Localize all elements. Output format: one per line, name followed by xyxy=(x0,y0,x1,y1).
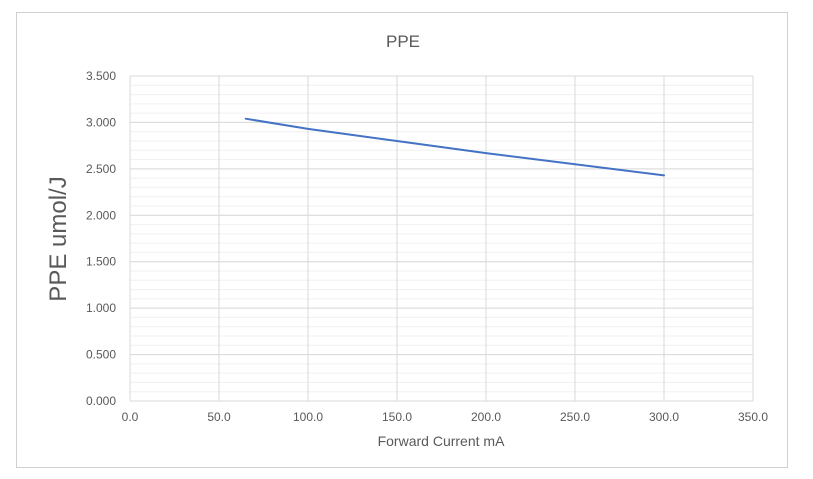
y-axis-label: PPE umol/J xyxy=(45,176,72,301)
y-tick-label: 0.000 xyxy=(86,394,116,408)
major-gridlines xyxy=(129,75,754,402)
x-tick-label: 100.0 xyxy=(293,410,323,424)
x-tick-labels: 0.0 50.0 100.0 150.0 200.0 250.0 300.0 350.0 xyxy=(122,410,769,424)
minor-gridlines xyxy=(130,75,753,402)
x-tick-label: 200.0 xyxy=(471,410,501,424)
x-tick-label: 250.0 xyxy=(560,410,590,424)
x-tick-label: 50.0 xyxy=(207,410,231,424)
x-tick-label: 150.0 xyxy=(382,410,412,424)
y-tick-label: 1.000 xyxy=(86,301,116,315)
y-tick-label: 2.500 xyxy=(86,162,116,176)
series-line xyxy=(244,117,665,177)
y-tick-label: 3.500 xyxy=(86,69,116,83)
x-axis-label: Forward Current mA xyxy=(378,433,505,449)
x-tick-label: 350.0 xyxy=(738,410,768,424)
x-tick-label: 300.0 xyxy=(649,410,679,424)
y-tick-labels: 0.000 0.500 1.000 1.500 2.000 2.500 3.000 3.500 xyxy=(86,69,116,408)
y-tick-label: 1.500 xyxy=(86,255,116,269)
y-tick-label: 2.000 xyxy=(86,208,116,222)
series-layer xyxy=(244,117,665,177)
chart-title: PPE xyxy=(386,32,420,51)
y-tick-label: 0.500 xyxy=(86,348,116,362)
y-tick-label: 3.000 xyxy=(86,115,116,129)
x-tick-label: 0.0 xyxy=(122,410,139,424)
